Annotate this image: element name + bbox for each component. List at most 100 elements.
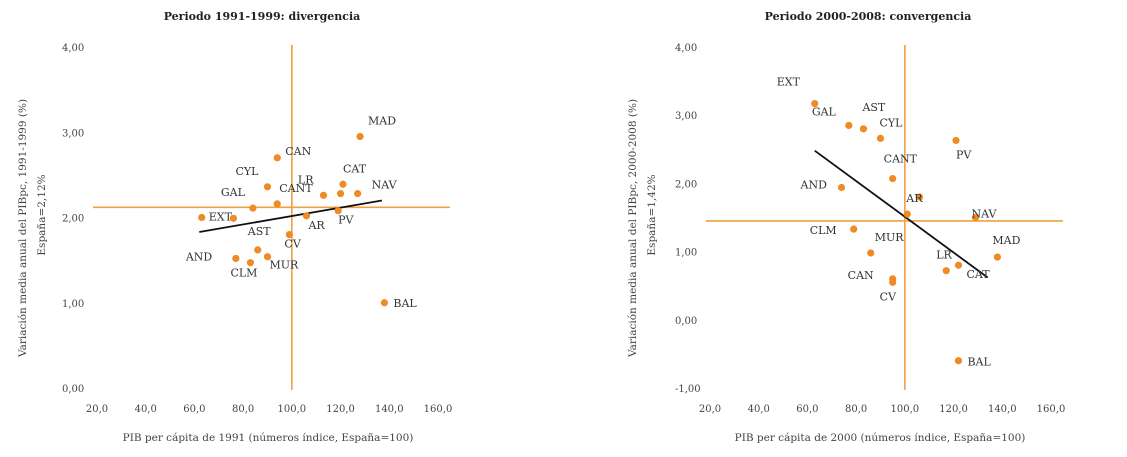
chart1-x-tick-label: 20,0: [86, 404, 108, 415]
chart2-point: [993, 253, 1002, 261]
chart2-point-label: CYL: [880, 116, 904, 129]
chart1-y-tick-label: 4,00: [62, 43, 84, 54]
chart2-point: [845, 121, 853, 130]
chart2-x-tick-label: 120,0: [939, 404, 968, 415]
chart2-title: Periodo 2000-2008: convergencia: [765, 10, 972, 23]
chart2-point-label: CAN: [848, 269, 874, 282]
chart1-point: [254, 246, 262, 254]
chart2-point: [954, 261, 963, 269]
chart2-point-label: PV: [956, 148, 972, 161]
chart1-point-label: MAD: [368, 115, 396, 128]
chart1-ref-label: España=2,12%: [36, 174, 48, 255]
chart2-point-label: AST: [861, 101, 885, 114]
chart2-point: [850, 225, 858, 233]
chart1-x-tick-label: 100,0: [278, 404, 307, 415]
chart2-point-label: LR: [936, 249, 952, 262]
chart2-point: [811, 100, 819, 108]
chart2-point: [954, 357, 963, 365]
chart2-point: [837, 183, 846, 192]
chart1-y-tick-label: 1,00: [62, 299, 84, 310]
chart1-title: Periodo 1991-1999: divergencia: [164, 10, 361, 23]
chart2-y-tick-label: 0,00: [675, 316, 697, 327]
chart1-point: [302, 212, 311, 220]
chart1-point-label: CLM: [230, 267, 257, 280]
chart1-point: [249, 204, 257, 212]
chart2-point-label: CANT: [884, 153, 918, 166]
chart1-point: [246, 259, 255, 267]
chart2-point-label: NAV: [971, 208, 997, 221]
chart1-point-label: CAT: [343, 162, 367, 175]
chart1-point-label: EXT: [209, 211, 233, 224]
chart1-point: [319, 191, 328, 199]
chart1-point: [336, 190, 345, 198]
chart2-ylabel: Variación media anual del PIBpc, 2000-20…: [627, 99, 639, 358]
chart2-xlabel: PIB per cápita de 2000 (números índice, …: [735, 432, 1026, 444]
chart1-point: [285, 230, 294, 239]
chart2-trend-line: [814, 149, 989, 279]
chart1-point-label: LR: [298, 173, 314, 186]
chart2-x-tick-label: 40,0: [748, 404, 770, 415]
chart1-x-tick-label: 120,0: [326, 404, 355, 415]
chart1-point: [334, 207, 342, 215]
chart2-y-tick-label: 2,00: [675, 179, 697, 190]
chart1-point: [263, 253, 272, 261]
chart2-point-label: CAT: [966, 268, 990, 281]
chart2-point: [889, 175, 897, 183]
chart1-point: [339, 180, 347, 188]
chart1-x-tick-label: 80,0: [232, 404, 254, 415]
chart2-point: [903, 210, 911, 218]
chart2-x-tick-label: 140,0: [988, 404, 1017, 415]
chart2-point-label: GAL: [812, 105, 837, 118]
chart2-y-tick-label: 4,00: [675, 43, 697, 54]
chart2-y-tick-label: 1,00: [675, 248, 697, 259]
chart1-point-label: NAV: [372, 179, 398, 192]
chart2-point: [952, 136, 960, 145]
chart1-x-tick-label: 40,0: [135, 404, 157, 415]
chart2-point-label: CLM: [810, 224, 837, 237]
chart2-point: [876, 134, 885, 142]
chart1-point-label: AST: [247, 225, 271, 238]
chart1-plot: 20,0 40,0 60,0 80,0 100,0 120,0 140,0 160,0 0,00…: [62, 43, 452, 415]
chart1-point: [354, 190, 362, 198]
chart1-point: [232, 254, 240, 263]
chart2-x-tick-label: 100,0: [891, 404, 920, 415]
chart2-point-label: AR: [905, 192, 923, 205]
chart2-point: [867, 249, 875, 257]
chart1-point: [263, 183, 272, 191]
chart1-ylabel: Variación media anual del PIBpc, 1991-19…: [17, 99, 29, 358]
chart2-y-tick-label: 3,00: [675, 111, 697, 122]
chart1-point-label: GAL: [221, 186, 246, 199]
chart1-point-label: CV: [284, 238, 301, 251]
chart1-point: [356, 132, 364, 141]
chart1-xlabel: PIB per cápita de 1991 (números índice, …: [123, 432, 414, 444]
chart2-x-tick-label: 60,0: [796, 404, 818, 415]
chart2-point-label: EXT: [777, 76, 801, 89]
chart2-x-tick-label: 160,0: [1037, 404, 1066, 415]
chart1-point: [229, 214, 237, 222]
chart1-point-label: PV: [338, 214, 354, 227]
chart2-point-label: CV: [880, 290, 897, 303]
chart1-point: [273, 200, 281, 208]
chart2-point-label: AND: [800, 178, 828, 191]
chart2-x-tick-label: 20,0: [699, 404, 721, 415]
chart2-point: [942, 267, 950, 275]
chart1-point-label: MUR: [270, 259, 300, 272]
chart1-point-label: CAN: [285, 145, 311, 158]
chart1-point: [380, 299, 389, 307]
chart2-plot: 20,0 40,0 60,0 80,0 100,0 120,0 140,0 160,0 -1,0…: [675, 43, 1065, 415]
chart1-point-label: AR: [307, 219, 325, 232]
chart2-point-label: MAD: [992, 234, 1020, 247]
chart2-point: [889, 278, 897, 286]
chart2-y-tick-label: -1,00: [675, 384, 701, 395]
chart2-x-tick-label: 80,0: [845, 404, 867, 415]
chart2-point-label: MUR: [875, 231, 905, 244]
chart1-x-tick-label: 160,0: [424, 404, 453, 415]
chart1-point-label: AND: [185, 250, 213, 263]
chart2-ref-label: España=1,42%: [646, 174, 658, 255]
chart1-x-tick-label: 140,0: [375, 404, 404, 415]
chart1-point-label: CANT: [279, 182, 313, 195]
chart1-y-tick-label: 0,00: [62, 384, 84, 395]
chart2-point-label: BAL: [967, 356, 991, 369]
chart2-point: [915, 193, 924, 201]
chart2-point: [859, 125, 868, 133]
